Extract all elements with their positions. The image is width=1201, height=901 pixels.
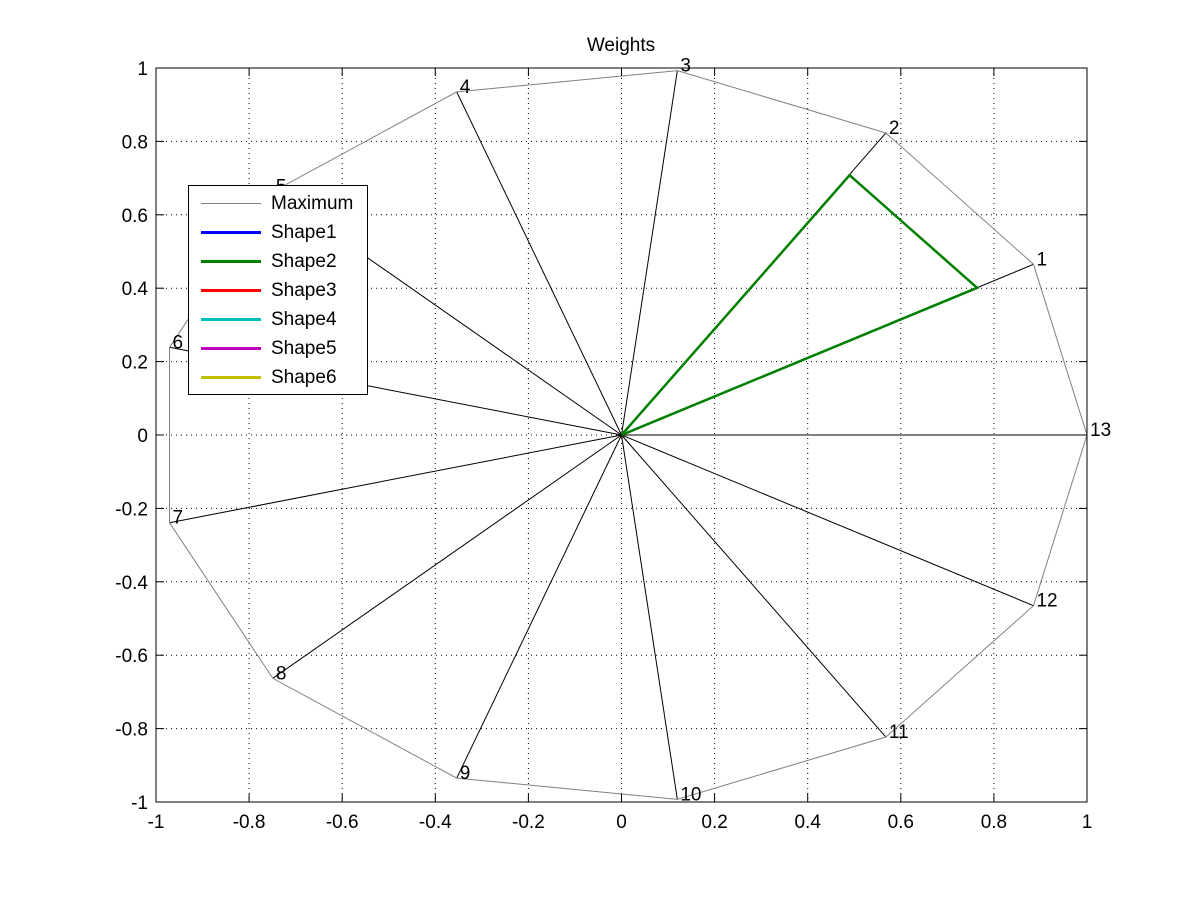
spoke-label-2: 2: [889, 118, 900, 139]
y-tick-label: 0.4: [122, 279, 149, 300]
series: [169, 70, 1088, 800]
spoke-12: [621, 434, 1034, 607]
x-tick-label: -0.6: [326, 812, 359, 833]
spoke-4: [456, 91, 622, 436]
x-tick-label: -0.2: [512, 812, 545, 833]
legend-entry-maximum: Maximum: [189, 189, 367, 218]
spoke-9: [456, 434, 622, 779]
spoke-7: [169, 434, 622, 524]
legend-label: Shape5: [271, 338, 337, 359]
x-tick-label: 0.8: [981, 812, 1007, 833]
legend-swatch: [201, 347, 261, 350]
legend-swatch: [201, 376, 261, 379]
legend-swatch: [201, 203, 261, 204]
legend-label: Shape6: [271, 367, 337, 388]
x-tick-label: 0.2: [701, 812, 727, 833]
legend-swatch: [201, 260, 261, 263]
spoke-label-10: 10: [680, 784, 701, 805]
spoke-label-8: 8: [276, 663, 287, 684]
y-tick-label: -1: [131, 793, 148, 814]
x-tick-label: 0.4: [794, 812, 821, 833]
x-tick-label: 0.6: [888, 812, 914, 833]
y-tick-label: 1: [137, 59, 148, 80]
y-tick-label: -0.8: [115, 720, 148, 741]
spoke-label-13: 13: [1090, 420, 1111, 441]
x-tick-label: -0.8: [233, 812, 266, 833]
spoke-label-7: 7: [172, 508, 183, 529]
legend-swatch: [201, 231, 261, 234]
y-tick-label: 0.2: [122, 353, 148, 374]
y-tick-label: 0.6: [122, 206, 148, 227]
spoke-label-1: 1: [1036, 249, 1047, 270]
legend-entry-shape1: Shape1: [189, 218, 367, 247]
ticks: -1 -0.8 -0.6 -0.4 -0.2 0 0.2 0.4 0.6 0.8 1 -1 -0.8 -0…: [115, 59, 1092, 833]
spoke-label-11: 11: [889, 722, 909, 743]
x-tick-label: -1: [148, 812, 165, 833]
legend-label: Shape3: [271, 280, 337, 301]
spoke-11: [621, 434, 887, 738]
spoke-label-12: 12: [1036, 591, 1057, 612]
y-tick-label: 0.8: [122, 132, 148, 153]
legend-label: Shape4: [271, 309, 337, 330]
legend-label: Shape1: [271, 222, 337, 243]
legend-entry-shape5: Shape5: [189, 334, 367, 363]
legend-swatch: [201, 289, 261, 292]
spoke-label-4: 4: [460, 77, 471, 98]
spoke-10: [621, 434, 678, 800]
spoke-label-6: 6: [172, 332, 183, 353]
series-shape2: [620, 173, 980, 437]
legend-swatch: [201, 318, 261, 321]
x-tick-label: 1: [1082, 812, 1093, 833]
y-tick-label: -0.6: [115, 646, 148, 667]
x-tick-label: -0.4: [419, 812, 452, 833]
legend-entry-shape2: Shape2: [189, 247, 367, 276]
y-tick-label: 0: [137, 426, 148, 447]
spoke-3: [621, 70, 678, 436]
y-tick-label: -0.4: [115, 573, 148, 594]
series-maximum: [169, 70, 1088, 800]
y-tick-label: -0.2: [115, 499, 148, 520]
spoke-label-9: 9: [460, 763, 471, 784]
legend-label: Maximum: [271, 193, 354, 214]
legend-label: Shape2: [271, 251, 337, 272]
legend-entry-shape4: Shape4: [189, 305, 367, 334]
legend: Maximum Shape1 Shape2 Shape3 Shape4 Shape5 Sha…: [188, 185, 368, 395]
chart-title: Weights: [587, 35, 655, 56]
legend-entry-shape3: Shape3: [189, 276, 367, 305]
legend-entry-shape6: Shape6: [189, 363, 367, 392]
spoke-label-3: 3: [680, 56, 691, 77]
x-tick-label: 0: [616, 812, 627, 833]
spoke-8: [272, 434, 622, 679]
